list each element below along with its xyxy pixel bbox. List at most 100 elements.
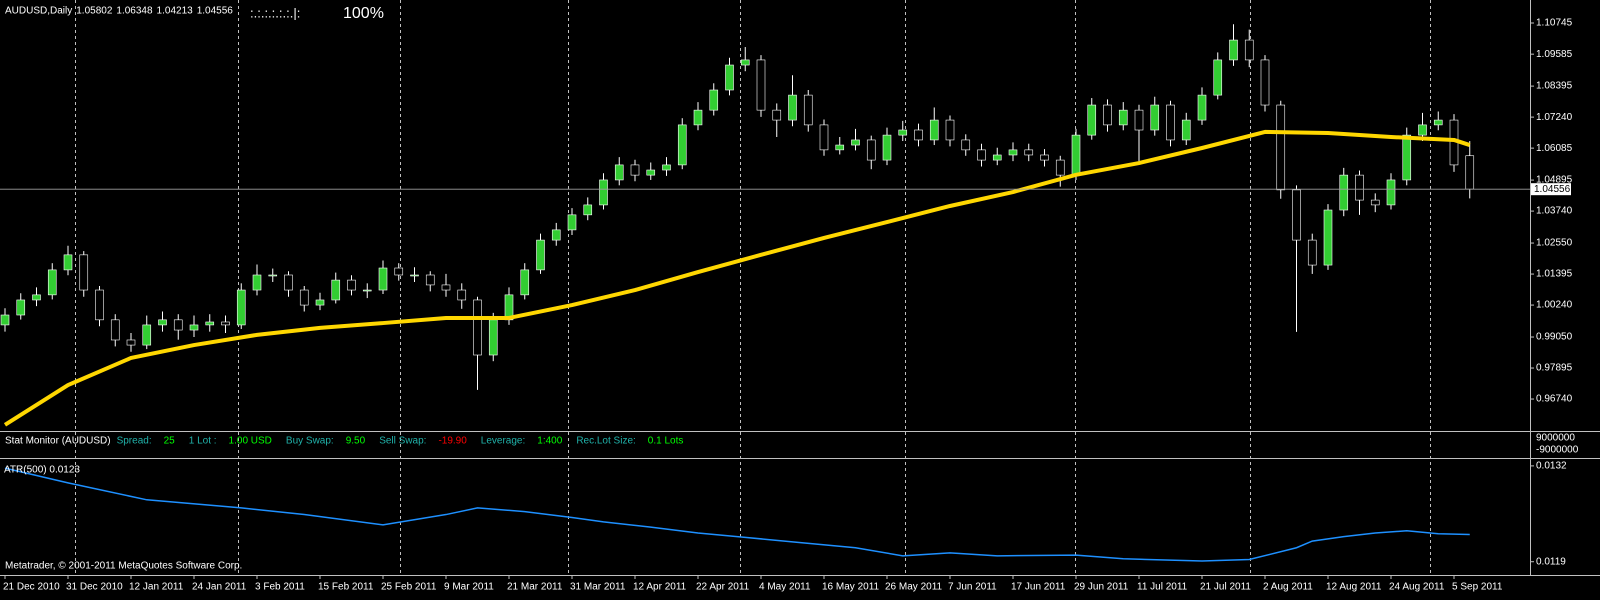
candle-body — [992, 154, 1002, 161]
stat-scale-label: -9000000 — [1536, 445, 1579, 456]
candle-body — [630, 164, 640, 176]
candle-body — [961, 139, 971, 151]
stat-label: Rec.Lot Size: — [576, 436, 635, 447]
candle-body — [599, 179, 608, 206]
x-tick-label: 12 Jan 2011 — [129, 582, 184, 593]
x-tick-label: 7 Jun 2011 — [948, 582, 997, 593]
y-tick-label: 1.08395 — [1536, 81, 1573, 92]
candle-body — [1055, 159, 1065, 176]
x-tick-label: 12 Aug 2011 — [1326, 582, 1382, 593]
candle-body — [1418, 124, 1427, 136]
candle-body — [866, 139, 876, 161]
candle-body — [1024, 149, 1034, 156]
candle-body — [772, 109, 782, 121]
candle-body — [1402, 134, 1412, 181]
stat-value: 1.00 USD — [229, 436, 272, 447]
candle-body — [693, 109, 703, 126]
x-tick-label: 26 May 2011 — [885, 582, 943, 593]
candle-body — [1276, 104, 1286, 191]
candle-body — [158, 319, 167, 326]
candle-body — [347, 279, 356, 291]
ohlc-value: 1.06348 — [116, 6, 153, 17]
indicator-line — [4, 467, 1470, 562]
stat-label: Buy Swap: — [286, 436, 334, 447]
stat-monitor-title: Stat Monitor (AUDUSD) — [5, 436, 111, 447]
candle-body — [110, 319, 120, 341]
y-tick-label: 1.06085 — [1536, 143, 1573, 154]
candle-body — [1292, 189, 1301, 241]
candle-body — [709, 89, 719, 111]
candle-body — [1197, 94, 1207, 121]
y-tick-label: 1.00240 — [1536, 300, 1573, 311]
candle-body — [252, 274, 262, 291]
candle-body — [457, 289, 467, 301]
panel-borders — [0, 0, 1600, 576]
candle-body — [1370, 199, 1380, 206]
x-tick-label: 5 Sep 2011 — [1452, 582, 1503, 593]
candle-body — [756, 59, 766, 111]
candle-body — [95, 289, 104, 321]
candle-body — [646, 169, 656, 176]
candle-body — [914, 129, 923, 141]
x-tick-label: 21 Dec 2010 — [3, 582, 60, 593]
candle-body — [835, 144, 845, 151]
candle-body — [205, 321, 215, 326]
stat-value: 9.50 — [346, 436, 366, 447]
candle-body — [221, 321, 230, 326]
moving-average — [3, 129, 1471, 427]
ohlc-value: 1.05802 — [76, 6, 113, 17]
ohlc-value: 1.04213 — [157, 6, 194, 17]
candle-body — [567, 214, 577, 231]
y-tick-label: 0.0132 — [1536, 461, 1567, 472]
candle-body — [520, 269, 530, 296]
candle-body — [394, 267, 404, 276]
symbol-title: AUDUSD,Daily — [5, 6, 72, 17]
candle-body — [929, 119, 939, 141]
candle-body — [945, 119, 955, 141]
candle-body — [1071, 134, 1081, 176]
candle-body — [410, 274, 419, 277]
y-tick-label: 0.0119 — [1536, 556, 1566, 567]
x-tick-label: 22 Apr 2011 — [696, 582, 750, 593]
candle-body — [331, 279, 341, 301]
x-tick-label: 25 Feb 2011 — [381, 582, 437, 593]
candle-body — [236, 289, 246, 326]
candle-body — [1323, 209, 1333, 266]
y-tick-label: 1.10745 — [1536, 18, 1573, 29]
candle-body — [315, 299, 325, 306]
candle-body — [1134, 109, 1144, 131]
progress-indicator: :.:.:.:.:.:.|: — [250, 5, 300, 20]
candle-body — [819, 124, 829, 151]
candle-body — [362, 289, 372, 292]
y-tick-label: 0.97895 — [1536, 363, 1573, 374]
candle-body — [536, 239, 545, 271]
x-tick-label: 24 Jan 2011 — [192, 582, 247, 593]
candle-body — [1181, 119, 1191, 141]
copyright: Metatrader, © 2001-2011 MetaQuotes Softw… — [5, 561, 242, 572]
candle-body — [1118, 109, 1128, 126]
x-tick-label: 21 Jul 2011 — [1200, 582, 1251, 593]
candle-body — [16, 299, 26, 316]
y-tick-label: 1.04895 — [1536, 175, 1573, 186]
candle-body — [425, 274, 435, 286]
x-tick-label: 3 Feb 2011 — [255, 582, 305, 593]
candle-body — [1150, 104, 1160, 131]
x-tick-label: 24 Aug 2011 — [1389, 582, 1445, 593]
candle-body — [788, 94, 797, 121]
candle-body — [378, 267, 388, 291]
stat-value: -19.90 — [438, 436, 467, 447]
candle-body — [1229, 39, 1238, 61]
x-tick-label: 29 Jun 2011 — [1074, 582, 1129, 593]
candle-body — [79, 254, 89, 291]
candle-body — [0, 314, 10, 326]
y-tick-label: 1.07240 — [1536, 112, 1573, 123]
stat-label: Spread: — [117, 436, 152, 447]
x-tick-label: 31 Dec 2010 — [66, 582, 123, 593]
progress-percent: 100% — [343, 5, 384, 22]
candle-body — [898, 129, 908, 136]
candle-body — [189, 324, 199, 331]
y-tick-label: 0.96740 — [1536, 394, 1573, 405]
candle-body — [803, 94, 813, 126]
candle-body — [173, 319, 183, 331]
y-tick-label: 1.01395 — [1536, 269, 1573, 280]
